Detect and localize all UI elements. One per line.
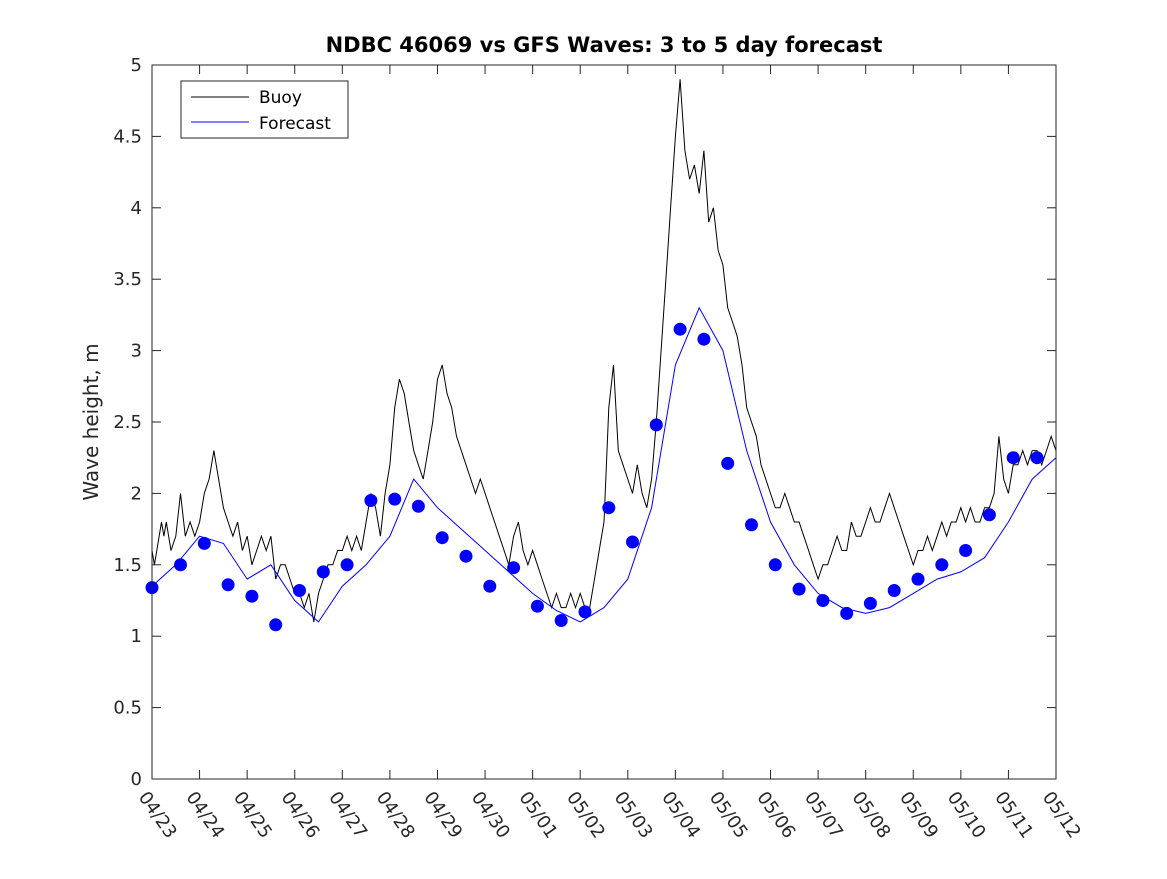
x-tick-label: 05/12 (1038, 788, 1085, 843)
x-tick-label: 04/25 (229, 788, 276, 843)
forecast-marker (768, 558, 782, 572)
legend-forecast-label: Forecast (259, 114, 331, 134)
x-tick-label: 05/03 (610, 788, 657, 843)
y-tick-label: 3 (131, 341, 142, 362)
forecast-marker (197, 536, 211, 550)
forecast-marker (554, 614, 568, 627)
forecast-marker (649, 418, 663, 432)
forecast-marker (887, 584, 901, 597)
forecast-marker (721, 456, 735, 470)
x-tick-label: 04/29 (419, 788, 466, 843)
forecast-marker (269, 618, 283, 632)
legend: Buoy Forecast (180, 80, 349, 139)
forecast-marker (245, 589, 259, 603)
forecast-marker (792, 582, 806, 596)
y-tick-label: 0.5 (113, 698, 142, 719)
legend-box (180, 80, 349, 139)
forecast-marker (221, 578, 235, 592)
y-tick-label: 4 (131, 198, 142, 219)
forecast-marker (293, 584, 306, 597)
forecast-marker (411, 499, 425, 513)
forecast-marker (673, 322, 687, 336)
forecast-marker (530, 599, 544, 613)
x-tick-label: 05/04 (657, 788, 704, 843)
x-tick-label: 05/09 (895, 788, 942, 843)
forecast-marker (935, 558, 949, 572)
y-tick-label: 1.5 (113, 555, 142, 576)
x-tick-label: 05/01 (515, 788, 562, 843)
x-tick-label: 04/27 (324, 788, 371, 843)
y-tick-label: 3.5 (113, 269, 142, 290)
forecast-marker (745, 518, 758, 532)
forecast-marker (840, 606, 854, 620)
x-tick-label: 04/30 (467, 788, 514, 843)
x-tick-label: 05/05 (705, 788, 752, 843)
forecast-marker (816, 594, 830, 607)
forecast-marker (602, 501, 616, 515)
buoy-series-line (151, 79, 1057, 622)
y-tick-label: 4.5 (113, 126, 142, 147)
forecast-marker (435, 531, 449, 545)
forecast-marker (626, 535, 639, 549)
legend-buoy-label: Buoy (259, 88, 302, 108)
forecast-marker (863, 596, 877, 610)
forecast-marker (316, 565, 330, 579)
forecast-marker (340, 558, 354, 572)
y-tick-label: 2.5 (113, 412, 142, 433)
y-tick-label: 5 (131, 55, 142, 76)
plot-area (145, 79, 1057, 632)
axes-box (151, 64, 1057, 780)
forecast-marker (364, 494, 378, 507)
y-tick-label: 1 (131, 626, 142, 647)
forecast-marker (911, 572, 925, 586)
forecast-marker (1006, 451, 1020, 465)
x-tick-label: 05/02 (562, 788, 609, 843)
forecast-marker (1030, 451, 1044, 465)
forecast-marker (174, 558, 187, 572)
forecast-marker (959, 544, 973, 557)
x-tick-label: 05/11 (990, 788, 1037, 843)
forecast-marker (459, 549, 473, 563)
chart-title: NDBC 46069 vs GFS Waves: 3 to 5 day fore… (326, 33, 883, 57)
y-axis-label: Wave height, m (79, 343, 103, 500)
forecast-marker (388, 492, 402, 506)
x-tick-label: 05/10 (943, 788, 990, 843)
forecast-marker (982, 508, 996, 522)
y-tick-label: 0 (131, 769, 142, 790)
forecast-series-line (151, 306, 1057, 623)
x-tick-label: 04/28 (372, 788, 419, 843)
x-tick-label: 05/06 (752, 788, 799, 843)
forecast-marker (507, 561, 521, 575)
x-tick-label: 04/24 (181, 788, 228, 843)
forecast-marker (483, 579, 497, 593)
y-tick-label: 2 (131, 483, 142, 504)
x-tick-label: 05/07 (800, 788, 847, 843)
forecast-marker (697, 332, 711, 346)
x-tick-label: 05/08 (848, 788, 895, 843)
forecast-marker (578, 605, 592, 619)
x-tick-label: 04/26 (277, 788, 324, 843)
x-tick-label: 04/23 (134, 788, 181, 843)
